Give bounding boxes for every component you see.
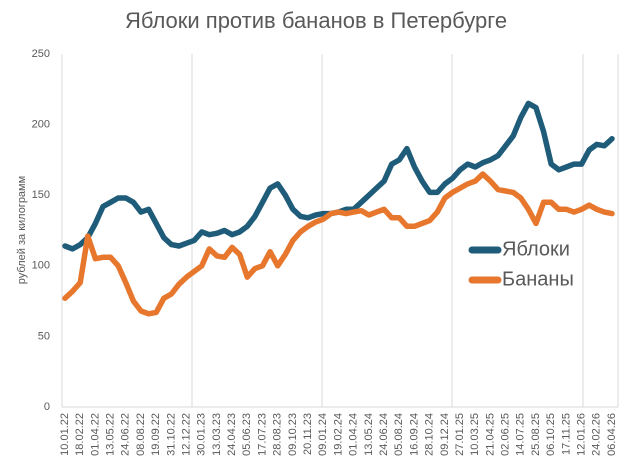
x-tick-label: 14.07.25 <box>515 413 527 456</box>
x-tick-label: 05.08.24 <box>393 413 405 456</box>
x-tick-label: 09.12.24 <box>439 413 451 456</box>
y-tick-label: 100 <box>32 260 50 272</box>
x-tick-label: 31.10.22 <box>165 413 177 456</box>
x-tick-label: 28.08.23 <box>272 413 284 456</box>
x-tick-label: 10.03.25 <box>469 413 481 456</box>
x-tick-label: 01.04.22 <box>89 413 101 456</box>
series-line <box>62 171 615 317</box>
chart-title: Яблоки против бананов в Петербурге <box>125 8 507 33</box>
x-tick-label: 05.06.23 <box>241 413 253 456</box>
y-tick-label: 50 <box>38 330 50 342</box>
x-tick-label: 12.01.26 <box>576 413 588 456</box>
x-tick-label: 13.05.22 <box>104 413 116 456</box>
x-tick-label: 17.07.23 <box>256 413 268 456</box>
y-tick-label: 250 <box>32 48 50 60</box>
x-tick-label: 06.04.26 <box>606 413 618 456</box>
x-tick-label: 24.02.26 <box>591 413 603 456</box>
x-tick-label: 24.06.22 <box>120 413 132 456</box>
y-axis-label: рублей за килограмм <box>16 176 28 284</box>
x-tick-label: 02.06.25 <box>500 413 512 456</box>
x-tick-label: 06.10.25 <box>545 413 557 456</box>
x-tick-label: 12.12.22 <box>180 413 192 456</box>
vertical-grid <box>61 54 619 407</box>
x-tick-label: 30.01.23 <box>196 413 208 456</box>
x-tick-label: 21.04.25 <box>484 413 496 456</box>
x-tick-label: 19.09.22 <box>150 413 162 456</box>
x-tick-label: 13.05.24 <box>363 413 375 456</box>
y-tick-label: 200 <box>32 119 50 131</box>
x-tick-label: 18.02.22 <box>74 413 86 456</box>
y-tick-label: 0 <box>44 401 50 413</box>
x-tick-label: 20.11.23 <box>302 413 314 455</box>
x-tick-label: 09.01.24 <box>317 413 329 456</box>
x-tick-label: 17.11.25 <box>560 413 572 455</box>
x-tick-label: 24.06.24 <box>378 413 390 456</box>
x-tick-label: 24.04.23 <box>226 413 238 456</box>
x-tick-label: 16.09.24 <box>408 413 420 456</box>
legend-label: Яблоки <box>502 238 570 260</box>
x-tick-label: 10.01.22 <box>59 413 71 456</box>
x-tick-label: 19.02.24 <box>332 413 344 456</box>
x-tick-label: 08.08.22 <box>135 413 147 456</box>
x-tick-label: 27.01.25 <box>454 413 466 456</box>
x-tick-label: 28.10.24 <box>424 413 436 456</box>
x-tick-label: 13.03.23 <box>211 413 223 456</box>
x-tick-label: 09.10.23 <box>287 413 299 456</box>
x-tick-label: 01.04.24 <box>348 413 360 456</box>
legend-label: Бананы <box>502 268 574 290</box>
y-tick-label: 150 <box>32 189 50 201</box>
x-tick-label: 25.08.25 <box>530 413 542 456</box>
